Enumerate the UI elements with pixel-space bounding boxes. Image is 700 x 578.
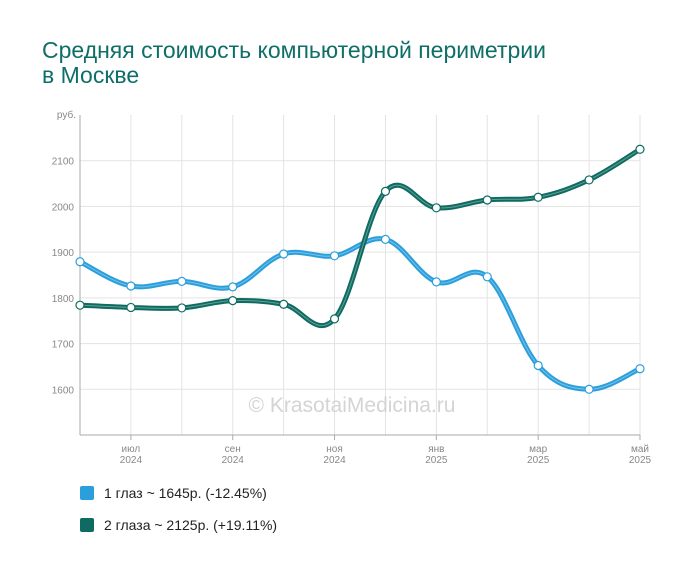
x-tick-month-label: мар (529, 444, 547, 455)
data-point (380, 186, 391, 196)
x-tick-month-label: янв (428, 444, 444, 455)
series-2-eyes-line-highlight (79, 148, 641, 327)
data-point (329, 251, 340, 261)
x-tick-year-label: 2025 (425, 455, 448, 466)
axes: руб.160017001800190020002100июл2024сен20… (52, 109, 652, 466)
y-tick-label: 1800 (52, 294, 75, 305)
data-point (431, 277, 441, 287)
data-point (482, 195, 492, 205)
x-tick-month-label: май (631, 444, 649, 455)
data-point (635, 144, 645, 154)
x-tick-month-label: июл (122, 444, 141, 455)
series-1-eye (75, 234, 645, 394)
legend: 1 глаз ~ 1645р. (-12.45%) 2 глаза ~ 2125… (80, 485, 277, 549)
legend-item-1-eye[interactable]: 1 глаз ~ 1645р. (-12.45%) (80, 485, 277, 501)
data-point (533, 192, 543, 202)
legend-label-2-eyes: 2 глаза ~ 2125р. (+19.11%) (104, 517, 278, 533)
data-point (584, 175, 594, 185)
legend-swatch-2-eyes (80, 518, 94, 532)
data-point (380, 234, 391, 244)
x-tick-year-label: 2024 (222, 455, 245, 466)
y-tick-label: 2000 (52, 202, 75, 213)
y-tick-label: 1700 (52, 340, 75, 351)
data-point (126, 281, 136, 291)
data-point (177, 303, 187, 313)
data-point (126, 302, 136, 313)
data-point (279, 249, 289, 259)
x-tick-month-label: ноя (326, 444, 343, 455)
x-tick-month-label: сен (225, 444, 241, 455)
y-tick-label: 1600 (52, 385, 75, 396)
series (75, 144, 645, 394)
legend-swatch-1-eye (80, 486, 94, 500)
data-point (584, 384, 594, 394)
chart-title-line-1: Средняя стоимость компьютерной периметри… (42, 37, 546, 63)
watermark: © KrasotaiMedicina.ru (249, 394, 456, 417)
legend-label-1-eye: 1 глаз ~ 1645р. (-12.45%) (104, 485, 267, 501)
data-point (635, 364, 645, 374)
data-point (431, 203, 441, 213)
legend-item-2-eyes[interactable]: 2 глаза ~ 2125р. (+19.11%) (80, 517, 277, 533)
y-tick-label: 2100 (52, 157, 75, 168)
data-point (228, 282, 238, 292)
x-tick-year-label: 2024 (120, 455, 143, 466)
data-point (329, 314, 340, 324)
data-point (177, 276, 187, 286)
grid (80, 115, 641, 435)
series-2-eyes-line (77, 146, 643, 329)
x-tick-year-label: 2025 (527, 455, 550, 466)
y-unit-label: руб. (57, 109, 76, 121)
chart-title: Средняя стоимость компьютерной периметри… (42, 38, 662, 88)
chart-title-line-2: в Москве (42, 62, 140, 88)
x-tick-year-label: 2024 (323, 455, 346, 466)
data-point (75, 257, 85, 267)
series-2-eyes (75, 144, 645, 329)
data-point (533, 360, 543, 371)
x-tick-year-label: 2025 (629, 455, 652, 466)
data-point (228, 296, 238, 306)
data-point (75, 300, 85, 310)
y-tick-label: 1900 (52, 248, 75, 259)
data-point (482, 272, 492, 282)
data-point (279, 299, 289, 309)
